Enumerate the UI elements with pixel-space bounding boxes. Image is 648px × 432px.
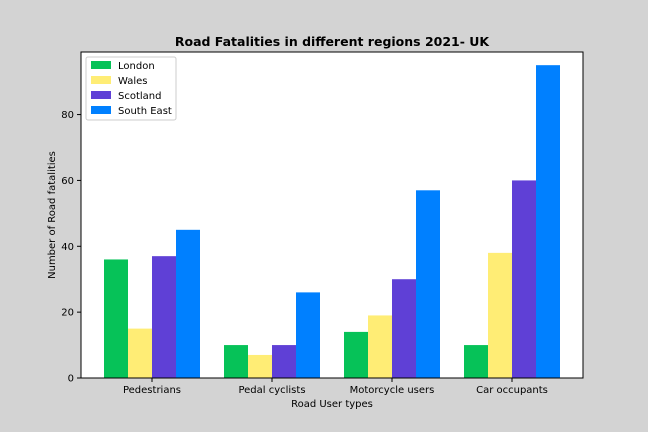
bar-london-car-occupants [464,345,488,378]
bar-south-east-motorcycle-users [416,190,440,378]
bar-wales-car-occupants [488,252,512,378]
legend-swatch-scotland [91,91,111,99]
legend-box [85,56,177,121]
bar-south-east-pedal-cyclists [296,292,320,378]
y-tick-label: 40 [61,242,74,253]
plot-frame [80,51,584,379]
x-tick-label-pedestrians: Pedestrians [123,385,181,396]
bar-south-east-car-occupants [536,65,560,378]
legend-label-london: London [118,61,155,72]
x-axis: Pedestrians Pedal cyclists Motorcycle user… [123,378,548,396]
bar-wales-pedal-cyclists [248,354,272,378]
bar-wales-motorcycle-users [368,315,392,378]
bar-scotland-car-occupants [512,180,536,378]
bar-london-pedestrians [104,259,128,378]
chart-title: Road Fatalities in different regions 202… [175,34,491,49]
bar-london-motorcycle-users [344,331,368,378]
bar-london-pedal-cyclists [224,345,248,378]
legend-swatch-wales [91,76,111,84]
y-tick-label: 60 [61,176,74,187]
bar-wales-pedestrians [128,328,152,378]
bar-scotland-motorcycle-users [392,279,416,378]
y-tick-label: 20 [61,308,74,319]
x-tick-label-car-occupants: Car occupants [476,385,548,396]
legend-label-wales: Wales [118,76,148,87]
legend-label-scotland: Scotland [118,91,161,102]
bars-group [104,65,560,378]
y-tick-label: 0 [68,374,74,385]
legend-label-south-east: South East [118,106,172,117]
legend-swatch-south-east [91,106,111,114]
bar-scotland-pedestrians [152,256,176,378]
legend-swatch-london [91,61,111,69]
x-axis-label: Road User types [291,399,373,410]
y-axis: 0 20 40 60 80 [61,110,81,385]
y-tick-label: 80 [61,110,74,121]
x-tick-label-motorcycle-users: Motorcycle users [350,385,435,396]
y-axis-label: Number of Road fatalities [47,151,58,279]
x-tick-label-pedal-cyclists: Pedal cyclists [238,385,305,396]
legend: London Wales Scotland South East [85,56,177,121]
bar-south-east-pedestrians [176,229,200,378]
bar-scotland-pedal-cyclists [272,345,296,378]
